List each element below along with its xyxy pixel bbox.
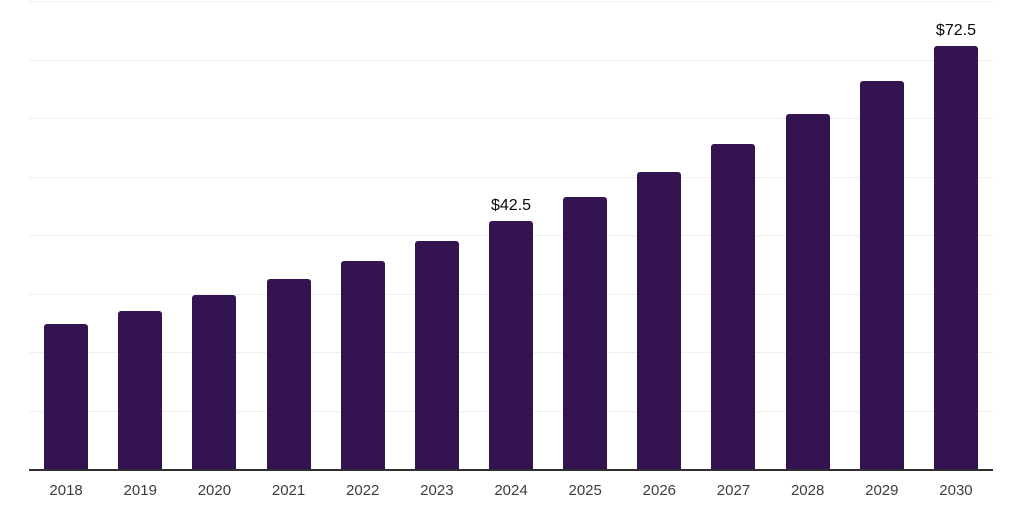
bar-2027 — [711, 144, 756, 470]
bar-slot-2024: $42.5 — [474, 2, 548, 470]
bar-slot-2020 — [177, 2, 251, 470]
bar-slot-2021 — [251, 2, 325, 470]
x-axis-tick-label-2027: 2027 — [716, 482, 751, 499]
x-axis-tick-label-2026: 2026 — [642, 482, 677, 499]
gridline — [29, 176, 993, 178]
x-axis-tick-label-2021: 2021 — [271, 482, 306, 499]
gridline — [29, 59, 993, 61]
bars-container: $42.5 $72.5 — [29, 2, 993, 470]
x-axis-tick-label-2018: 2018 — [49, 482, 83, 499]
bar-value-label-2024: $42.5 — [490, 197, 532, 215]
bar-slot-2023 — [400, 2, 474, 470]
bar-slot-2028 — [771, 2, 845, 470]
plot-area: $42.5 $72.5 — [29, 1, 993, 471]
bar-2019 — [118, 310, 163, 470]
bar-2030 — [933, 45, 978, 470]
bar-slot-2019 — [103, 2, 177, 470]
bar-2024 — [489, 221, 534, 470]
bar-slot-2027 — [696, 2, 770, 470]
x-axis-tick-label-2028: 2028 — [790, 482, 825, 499]
bar-slot-2025 — [548, 2, 622, 470]
x-axis-tick-label-2020: 2020 — [197, 482, 232, 499]
x-axis-tick-label-2023: 2023 — [420, 482, 454, 499]
bar-slot-2022 — [326, 2, 400, 470]
bar-2020 — [192, 295, 237, 470]
bar-slot-2029 — [845, 2, 919, 470]
bar-slot-2030: $72.5 — [919, 2, 993, 470]
bar-2025 — [563, 197, 608, 470]
x-axis-tick-label-2019: 2019 — [123, 482, 157, 499]
bar-2026 — [637, 172, 682, 470]
x-axis-line — [29, 469, 993, 471]
bar-2021 — [266, 278, 311, 470]
gridline — [29, 118, 993, 119]
x-axis-tick-label-2030: 2030 — [939, 482, 973, 499]
bar-value-label-2030: $72.5 — [935, 21, 976, 39]
bar-2028 — [785, 113, 830, 470]
bar-slot-2026 — [622, 2, 696, 470]
bar-2029 — [859, 80, 904, 470]
bar-slot-2018 — [29, 2, 103, 470]
x-axis-tick-label-2024: 2024 — [494, 482, 528, 499]
bar-2023 — [414, 241, 459, 470]
x-axis-tick-label-2025: 2025 — [568, 482, 602, 499]
x-axis-tick-labels: 2018 2019 2020 2021 2022 2023 2024 2025 2026 2027… — [29, 481, 993, 501]
gridline — [29, 1, 993, 2]
x-axis-tick-label-2022: 2022 — [346, 482, 380, 499]
x-axis-tick-label-2029: 2029 — [865, 482, 899, 499]
bar-2018 — [44, 323, 89, 470]
bar-2022 — [340, 260, 385, 470]
